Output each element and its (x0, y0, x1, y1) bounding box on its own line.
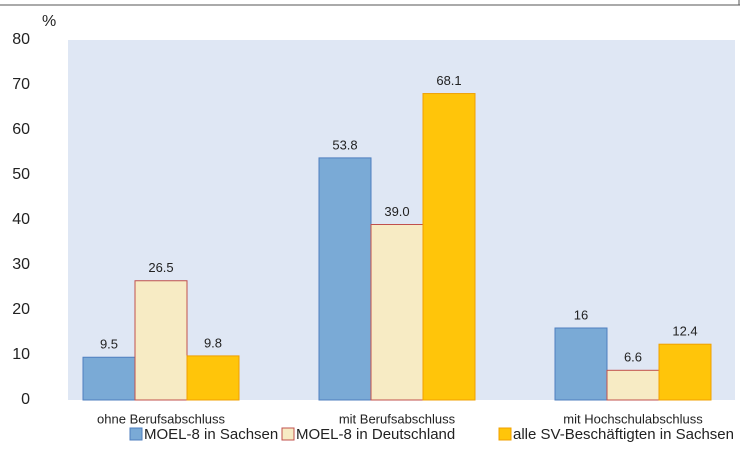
bar (658, 343, 712, 401)
y-tick-label: 60 (12, 121, 30, 138)
value-label: 26.5 (148, 260, 173, 275)
value-label: 12.4 (672, 324, 697, 339)
bar (186, 355, 240, 401)
legend-swatch (281, 427, 295, 441)
y-axis-label: % (42, 13, 56, 30)
y-tick-label: 70 (12, 76, 30, 93)
bar (134, 280, 188, 401)
y-tick-label: 30 (12, 256, 30, 273)
y-tick-label: 0 (21, 391, 30, 408)
value-label: 39.0 (384, 204, 409, 219)
value-label: 68.1 (436, 73, 461, 88)
legend-label: MOEL-8 in Sachsen (144, 426, 278, 443)
x-tick-label: mit Berufsabschluss (339, 411, 456, 426)
y-tick-label: 80 (12, 31, 30, 48)
value-label: 9.8 (204, 335, 222, 350)
bar (370, 224, 424, 401)
y-tick-label: 50 (12, 166, 30, 183)
y-tick-label: 40 (12, 211, 30, 228)
value-label: 53.8 (332, 137, 357, 152)
bar (422, 93, 476, 401)
y-tick-label: 10 (12, 346, 30, 363)
legend-label: alle SV-Beschäftigten in Sachsen (513, 426, 734, 443)
value-label: 9.5 (100, 337, 118, 352)
bar (554, 327, 608, 401)
bar (318, 157, 372, 401)
value-label: 6.6 (624, 350, 642, 365)
value-label: 16 (574, 307, 588, 322)
legend-swatch (498, 427, 512, 441)
x-tick-label: mit Hochschulabschluss (563, 411, 703, 426)
y-tick-label: 20 (12, 301, 30, 318)
legend-label: MOEL-8 in Deutschland (296, 426, 455, 443)
legend-swatch (129, 427, 143, 441)
x-tick-label: ohne Berufsabschluss (97, 411, 225, 426)
bar (82, 356, 136, 401)
bar (606, 369, 660, 401)
